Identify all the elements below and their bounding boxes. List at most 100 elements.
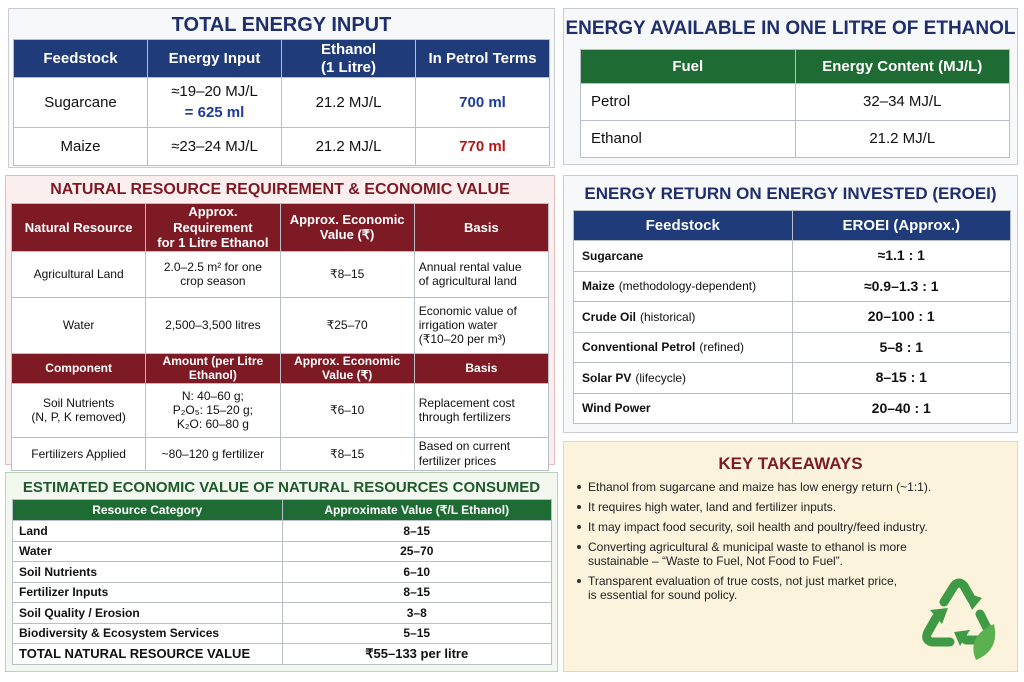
table-row: Solar PV (lifecycle) 8–15 : 1 — [573, 362, 1011, 394]
table-cell: 700 ml — [415, 77, 550, 128]
column-header: Fuel — [580, 49, 796, 84]
table: Feedstock Energy Input Ethanol (1 Litre) In … — [13, 39, 550, 166]
takeaway: Converting agricultural & municipal wast… — [576, 540, 996, 568]
column-header: Ethanol (1 Litre) — [281, 39, 416, 78]
table-cell: ₹8–15 — [279, 250, 415, 298]
takeaway: It requires high water, land and fertili… — [576, 500, 996, 514]
header-row: Feedstock EROEI (Approx.) — [573, 210, 1011, 241]
takeaway-line: Converting agricultural & municipal wast… — [588, 540, 907, 554]
energy-available-panel: ENERGY AVAILABLE IN ONE LITRE OF ETHANOL… — [563, 8, 1018, 165]
table-cell: ₹6–10 — [279, 382, 415, 438]
column-header: Natural Resource — [10, 203, 147, 252]
table-cell: Water — [10, 296, 147, 354]
table-row: Maize (methodology-dependent) ≈0.9–1.3 : 1 — [573, 270, 1011, 302]
table-cell: Economic value of irrigation water (₹10–20… — [413, 296, 550, 354]
column-header: Energy Input — [147, 39, 282, 78]
table-row: Crude Oil (historical) 20–100 : 1 — [573, 301, 1011, 333]
table-cell: Wind Power — [573, 392, 793, 424]
header-row: Resource Category Approximate Value (₹/L … — [12, 499, 552, 521]
table-host: Natural Resource Approx. Requirement for 1… — [10, 203, 550, 354]
column-header: Feedstock — [13, 39, 148, 78]
cell-line: Soil Nutrients — [42, 395, 115, 410]
table-cell: Annual rental value of agricultural land — [413, 250, 550, 298]
takeaway: It may impact food security, soil health… — [576, 520, 996, 534]
table-row: Wind Power 20–40 : 1 — [573, 392, 1011, 424]
takeaway-line: Ethanol from sugarcane and maize has low… — [588, 480, 932, 494]
row-name: Maize — [582, 279, 615, 294]
table: Feedstock EROEI (Approx.) Sugarcane ≈1.1 : … — [573, 210, 1011, 424]
takeaway: Transparent evaluation of true costs, no… — [576, 574, 996, 602]
table: Component Amount (per Litre Ethanol) Appro… — [10, 353, 550, 471]
cell-line: irrigation water — [418, 318, 498, 333]
table-row: Fertilizer Inputs 8–15 — [12, 581, 552, 603]
table-cell: 5–8 : 1 — [791, 331, 1011, 363]
table: Natural Resource Approx. Requirement for 1… — [10, 203, 550, 354]
table: Resource Category Approximate Value (₹/L … — [12, 499, 552, 665]
table-cell: 8–15 — [281, 581, 552, 603]
table-row: Land 8–15 — [12, 520, 552, 542]
table-cell: ≈19–20 MJ/L = 625 ml — [147, 77, 282, 128]
cell-line: Based on current — [418, 439, 511, 454]
cell-line: Economic value of — [418, 303, 517, 318]
column-header: Feedstock — [573, 210, 793, 241]
table-host: Component Amount (per Litre Ethanol) Appro… — [10, 353, 550, 471]
table-cell: Fertilizer Inputs — [12, 581, 283, 603]
table-host: Fuel Energy Content (MJ/L) Petrol 32–34 MJ/… — [580, 49, 1010, 158]
table-cell: 21.2 MJ/L — [281, 127, 416, 166]
table-cell: Crude Oil (historical) — [573, 301, 793, 333]
cell-line: = 625 ml — [184, 104, 245, 121]
panel-title: ESTIMATED ECONOMIC VALUE OF NATURAL RESO… — [22, 479, 541, 496]
row-name: Crude Oil — [582, 309, 637, 324]
cell-line: Approx. Requirement — [173, 204, 253, 235]
cell-line: (₹10–20 per m³) — [418, 332, 506, 347]
table-cell: ₹8–15 — [279, 436, 415, 471]
table-cell: 20–40 : 1 — [791, 392, 1011, 424]
table-cell: 2,500–3,500 litres — [145, 296, 281, 354]
takeaway-line: Transparent evaluation of true costs, no… — [588, 574, 898, 588]
table-cell: 20–100 : 1 — [791, 301, 1011, 333]
panel-title: NATURAL RESOURCE REQUIREMENT & ECONOMIC … — [50, 181, 510, 198]
cell-line: Ethanol — [321, 40, 376, 58]
table-row: Fertilizers Applied ~80–120 g fertilizer ₹… — [10, 436, 550, 471]
row-name: Conventional Petrol — [582, 340, 696, 355]
table-cell: Petrol — [580, 83, 796, 121]
table-cell: Soil Nutrients (N, P, K removed) — [10, 382, 147, 438]
column-header: Basis — [413, 353, 550, 384]
column-header: Approx. Requirement for 1 Litre Ethanol — [145, 203, 281, 252]
table-row: Soil Nutrients 6–10 — [12, 561, 552, 583]
table-cell: Water — [12, 540, 283, 562]
table-cell: Biodiversity & Ecosystem Services — [12, 622, 283, 644]
table-cell: Maize (methodology-dependent) — [573, 270, 793, 302]
row-name: Wind Power — [582, 401, 651, 416]
row-note: (lifecycle) — [635, 370, 687, 385]
table-row: Sugarcane ≈19–20 MJ/L = 625 ml 21.2 MJ/L 700… — [13, 77, 550, 128]
cell-line: Replacement cost — [418, 395, 515, 410]
table-cell: Replacement cost through fertilizers — [413, 382, 550, 438]
column-header: Resource Category — [12, 499, 283, 521]
row-note: (historical) — [640, 309, 696, 324]
table-row: Soil Nutrients (N, P, K removed) N: 40–60 … — [10, 382, 550, 438]
table-host: Resource Category Approximate Value (₹/L … — [12, 499, 552, 665]
table-cell: Solar PV (lifecycle) — [573, 362, 793, 394]
table-cell: Agricultural Land — [10, 250, 147, 298]
cell-line: (N, P, K removed) — [31, 410, 126, 425]
energy-input-panel: TOTAL ENERGY INPUT Feedstock Energy Input… — [8, 8, 555, 168]
table-cell: 3–8 — [281, 602, 552, 624]
table-host: Feedstock Energy Input Ethanol (1 Litre) In … — [13, 39, 550, 166]
table-cell: Sugarcane — [573, 240, 793, 272]
takeaways-panel: KEY TAKEAWAYS Ethanol from sugarcane and… — [563, 441, 1018, 672]
column-header: Amount (per Litre Ethanol) — [145, 353, 281, 384]
cell-line: 2.0–2.5 m² for one — [163, 259, 262, 274]
column-header: EROEI (Approx.) — [791, 210, 1011, 241]
table-cell: Conventional Petrol (refined) — [573, 331, 793, 363]
table-cell: ~80–120 g fertilizer — [145, 436, 281, 471]
natural-resource-panel: NATURAL RESOURCE REQUIREMENT & ECONOMIC … — [5, 175, 555, 471]
table: Fuel Energy Content (MJ/L) Petrol 32–34 MJ/… — [580, 49, 1010, 158]
cell-line: through fertilizers — [418, 410, 511, 425]
table-cell: Based on current fertilizer prices — [413, 436, 550, 471]
cell-line: of agricultural land — [418, 274, 517, 289]
header-row: Component Amount (per Litre Ethanol) Appro… — [10, 353, 550, 384]
cell-line: K₂O: 60–80 g — [176, 417, 249, 432]
cell-line: fertilizer prices — [418, 453, 497, 468]
